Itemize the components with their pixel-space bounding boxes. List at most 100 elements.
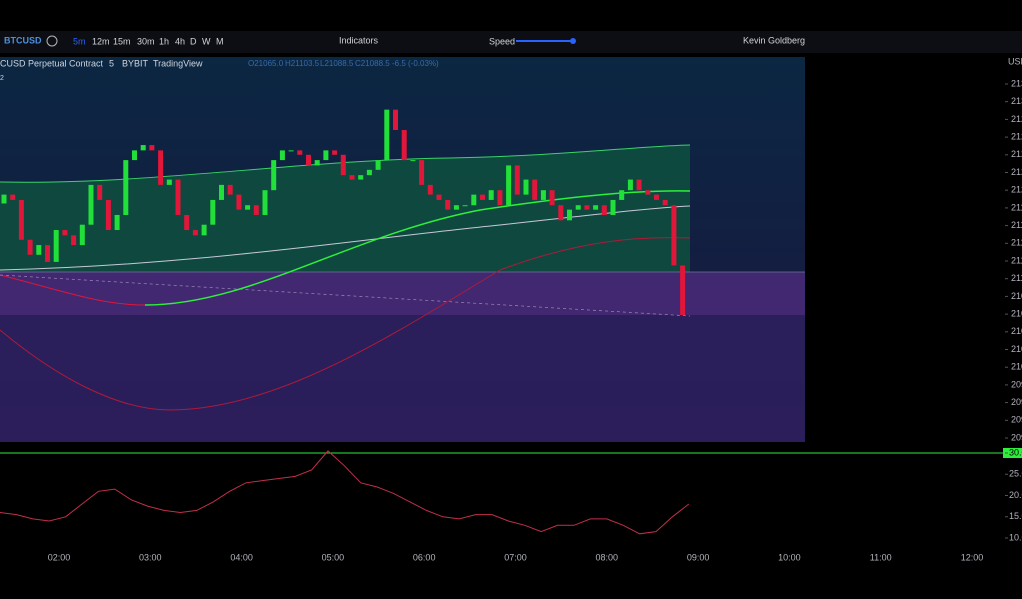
candle-body — [549, 190, 555, 206]
time-label: 02:00 — [48, 552, 71, 562]
toolbar — [0, 31, 1022, 53]
interval-button[interactable]: 12m — [92, 36, 110, 46]
interval-button[interactable]: 30m — [137, 36, 155, 46]
candle-body — [88, 184, 94, 225]
interval-button[interactable]: W — [202, 36, 211, 46]
candle-body — [210, 199, 216, 225]
interval-button[interactable]: 15m — [113, 36, 131, 46]
candle-body — [610, 199, 616, 215]
price-label: 210 — [1011, 326, 1022, 336]
candle-body — [236, 194, 242, 210]
candle-body — [575, 205, 581, 210]
legend-badge: 2 — [0, 75, 4, 82]
time-label: 10:00 — [778, 552, 801, 562]
price-label: 211 — [1011, 202, 1022, 212]
candle-body — [636, 179, 642, 191]
candle-body — [680, 265, 686, 315]
candle-body — [18, 199, 24, 240]
price-label: 210 — [1011, 344, 1022, 354]
candle-body — [175, 179, 181, 215]
legend-source: TradingView — [153, 58, 203, 68]
candle-body — [36, 245, 42, 255]
candle-body — [601, 205, 607, 215]
rsi-label: 30.0 — [1009, 447, 1022, 457]
candle-body — [558, 205, 564, 221]
candle-body — [340, 154, 346, 176]
zone-lower — [0, 315, 805, 442]
rsi-label: 25.0 — [1009, 469, 1022, 479]
zone — [0, 272, 805, 315]
candle-body — [227, 184, 233, 195]
time-label: 07:00 — [504, 552, 527, 562]
candle-body — [297, 150, 303, 155]
time-label: 03:00 — [139, 552, 162, 562]
candle-body — [393, 109, 398, 131]
candle-body — [245, 205, 251, 210]
rsi-label: 20.0 — [1009, 490, 1022, 500]
interval-button[interactable]: 1h — [159, 36, 169, 46]
candle-body — [540, 190, 546, 200]
ma-fast — [144, 190, 691, 306]
candle-body — [332, 150, 338, 155]
interval-button[interactable]: M — [216, 36, 224, 46]
candle-body — [184, 214, 190, 231]
legend-ohlc: O21065.0 — [248, 59, 284, 68]
rsi-line — [0, 450, 690, 535]
rsi-label: 15.0 — [1009, 511, 1022, 521]
candle-body — [523, 179, 529, 195]
candle-body — [375, 160, 381, 170]
candle-body — [366, 169, 372, 176]
user[interactable]: Kevin Goldberg — [743, 35, 805, 45]
candle-body — [314, 160, 320, 166]
candle-body — [567, 209, 572, 221]
legend-ohlc: -6.5 (-0.03%) — [392, 59, 439, 68]
candle-body — [671, 205, 677, 266]
candle-body — [123, 160, 129, 215]
candle-body — [445, 199, 451, 210]
price-label: 209 — [1011, 415, 1022, 425]
candle-body — [471, 194, 477, 206]
candle-body — [166, 179, 172, 185]
price-label: 213 — [1011, 78, 1022, 88]
price-label: 209 — [1011, 432, 1022, 442]
candle-body — [71, 235, 77, 246]
candle-body — [401, 130, 407, 161]
ma-red — [0, 274, 146, 306]
candle-body — [262, 190, 268, 215]
candle-body — [358, 175, 364, 180]
price-label: 211 — [1011, 255, 1022, 265]
candle-body — [219, 184, 224, 200]
legend-ohlc: C21088.5 — [355, 59, 390, 68]
candle-body — [132, 150, 137, 161]
interval-button[interactable]: 5m — [73, 36, 86, 46]
candle-body — [384, 109, 390, 161]
price-label: 210 — [1011, 362, 1022, 372]
candle-body — [97, 184, 103, 200]
interval-button[interactable]: D — [190, 36, 197, 46]
indicators-button[interactable]: Indicators — [339, 35, 379, 45]
candle-body — [514, 165, 520, 195]
price-label: 210 — [1011, 308, 1022, 318]
legend-exchange: BYBIT — [122, 58, 149, 68]
speed-label: Speed — [489, 36, 515, 46]
candle-body — [427, 184, 433, 195]
time-label: 09:00 — [687, 552, 710, 562]
candle-body — [436, 194, 442, 200]
price-label: 212 — [1011, 149, 1022, 159]
symbol[interactable]: BTCUSD — [4, 35, 42, 45]
candle-body — [645, 190, 651, 195]
time-label: 04:00 — [230, 552, 253, 562]
candle-body — [532, 179, 538, 200]
interval-button[interactable]: 4h — [175, 36, 185, 46]
candle-body — [140, 145, 146, 151]
price-label: 212 — [1011, 114, 1022, 124]
legend-title: CUSD Perpetual Contract — [0, 58, 104, 68]
price-label: 211 — [1011, 238, 1022, 248]
candle-body — [1, 194, 7, 204]
add-button[interactable] — [46, 35, 58, 47]
time-label: 06:00 — [413, 552, 436, 562]
speed-knob[interactable] — [570, 38, 576, 44]
band-line — [0, 144, 691, 183]
candle-body — [323, 150, 329, 161]
